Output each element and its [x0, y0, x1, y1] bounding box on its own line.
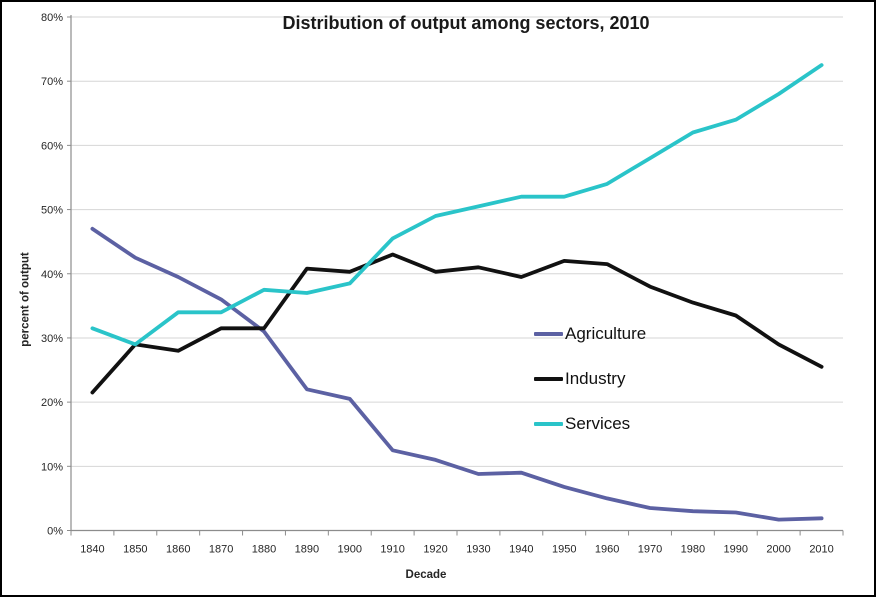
legend-item-industry: Industry — [534, 365, 646, 393]
y-tick-label: 10% — [41, 461, 63, 473]
x-tick-label: 1950 — [552, 544, 576, 556]
x-tick-label: 1990 — [724, 544, 748, 556]
series-line-services — [90, 63, 824, 347]
x-tick-label: 1970 — [638, 544, 662, 556]
chart-title: Distribution of output among sectors, 20… — [282, 13, 650, 33]
x-axis-title: Decade — [405, 569, 447, 581]
x-tick-label: 1850 — [123, 544, 147, 556]
y-tick-label: 40% — [41, 269, 63, 281]
y-tick-label: 30% — [41, 333, 63, 345]
y-axis-title: percent of output — [19, 252, 32, 347]
legend-item-agriculture: Agriculture — [534, 320, 646, 348]
legend-label: Industry — [565, 369, 626, 388]
series-line-industry — [90, 252, 824, 395]
x-tick-label: 1860 — [166, 544, 190, 556]
x-tick-label: 2010 — [809, 544, 833, 556]
legend-item-services: Services — [534, 410, 646, 438]
industry-line-swatch — [534, 377, 563, 381]
y-tick-label: 20% — [41, 397, 63, 409]
agriculture-line-swatch — [534, 332, 563, 336]
services-line-swatch — [534, 422, 563, 426]
x-tick-label: 1980 — [681, 544, 705, 556]
x-tick-label: 1900 — [338, 544, 362, 556]
y-tick-label: 60% — [41, 140, 63, 152]
legend-label: Agriculture — [565, 324, 647, 343]
x-tick-label: 1910 — [380, 544, 404, 556]
x-tick-label: 1890 — [295, 544, 319, 556]
legend: Agriculture Industry Services — [534, 320, 646, 455]
y-tick-label: 80% — [41, 12, 63, 24]
x-tick-label: 1870 — [209, 544, 233, 556]
x-tick-label: 1940 — [509, 544, 533, 556]
x-tick-label: 1840 — [80, 544, 104, 556]
legend-label: Services — [565, 414, 631, 433]
x-tick-label: 1880 — [252, 544, 276, 556]
x-tick-label: 1960 — [595, 544, 619, 556]
series-line-agriculture — [90, 226, 824, 522]
x-tick-label: 2000 — [766, 544, 790, 556]
x-tick-label: 1930 — [466, 544, 490, 556]
y-tick-label: 50% — [41, 205, 63, 217]
y-tick-label: 70% — [41, 76, 63, 88]
x-tick-label: 1920 — [423, 544, 447, 556]
y-tick-label: 0% — [47, 526, 63, 538]
